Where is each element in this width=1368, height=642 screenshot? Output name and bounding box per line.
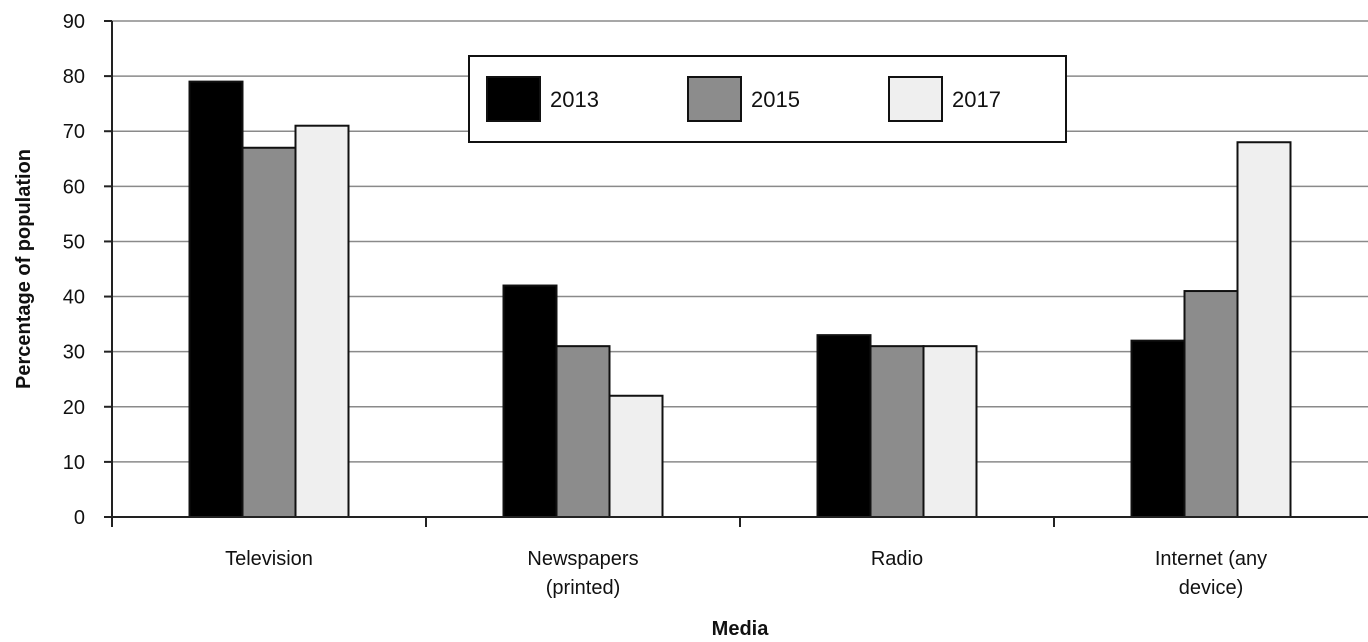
- legend-swatch-2015: [687, 76, 742, 122]
- bar-2017: [294, 124, 350, 518]
- y-tick-label: 90: [63, 11, 85, 33]
- bar-2013: [502, 284, 558, 518]
- bar-2015: [555, 345, 611, 518]
- y-axis-ticks: 0 10 20 30 40 50 60 70 80 90: [63, 11, 112, 529]
- y-axis-title: Percentage of population: [13, 149, 35, 389]
- y-tick-label: 10: [63, 452, 85, 474]
- bar-2015: [869, 345, 925, 518]
- y-tick-label: 60: [63, 176, 85, 198]
- x-category-label: Television: [225, 548, 313, 570]
- legend-box: [468, 55, 1067, 143]
- x-category-label: Newspapers (printed): [527, 548, 638, 599]
- x-category-label: Internet (any device): [1155, 548, 1267, 599]
- bar-2017: [922, 345, 978, 518]
- legend-label-2013: 2013: [550, 87, 599, 112]
- bar-2013: [188, 80, 244, 518]
- legend-label-2017: 2017: [952, 87, 1001, 112]
- legend-swatch-2017: [888, 76, 943, 122]
- y-tick-label: 70: [63, 121, 85, 143]
- y-tick-label: 20: [63, 397, 85, 419]
- y-tick-label: 0: [74, 507, 85, 529]
- legend-swatch-2013: [486, 76, 541, 122]
- x-axis-title: Media: [712, 618, 770, 640]
- legend: 2013 2015 2017: [468, 55, 1067, 143]
- y-tick-label: 40: [63, 287, 85, 309]
- x-axis-categories: Television Newspapers (printed) Radio Intern…: [111, 517, 1267, 599]
- bar-2017: [608, 394, 664, 518]
- legend-label-2015: 2015: [751, 87, 800, 112]
- y-tick-label: 50: [63, 231, 85, 253]
- bar-2015: [1183, 290, 1239, 518]
- bar-2013: [816, 334, 872, 518]
- x-category-label: Radio: [871, 548, 923, 570]
- y-tick-label: 30: [63, 342, 85, 364]
- y-tick-label: 80: [63, 66, 85, 88]
- bar-2013: [1130, 339, 1186, 518]
- bars: [188, 80, 1292, 518]
- bar-2015: [241, 146, 297, 518]
- bar-2017: [1236, 141, 1292, 518]
